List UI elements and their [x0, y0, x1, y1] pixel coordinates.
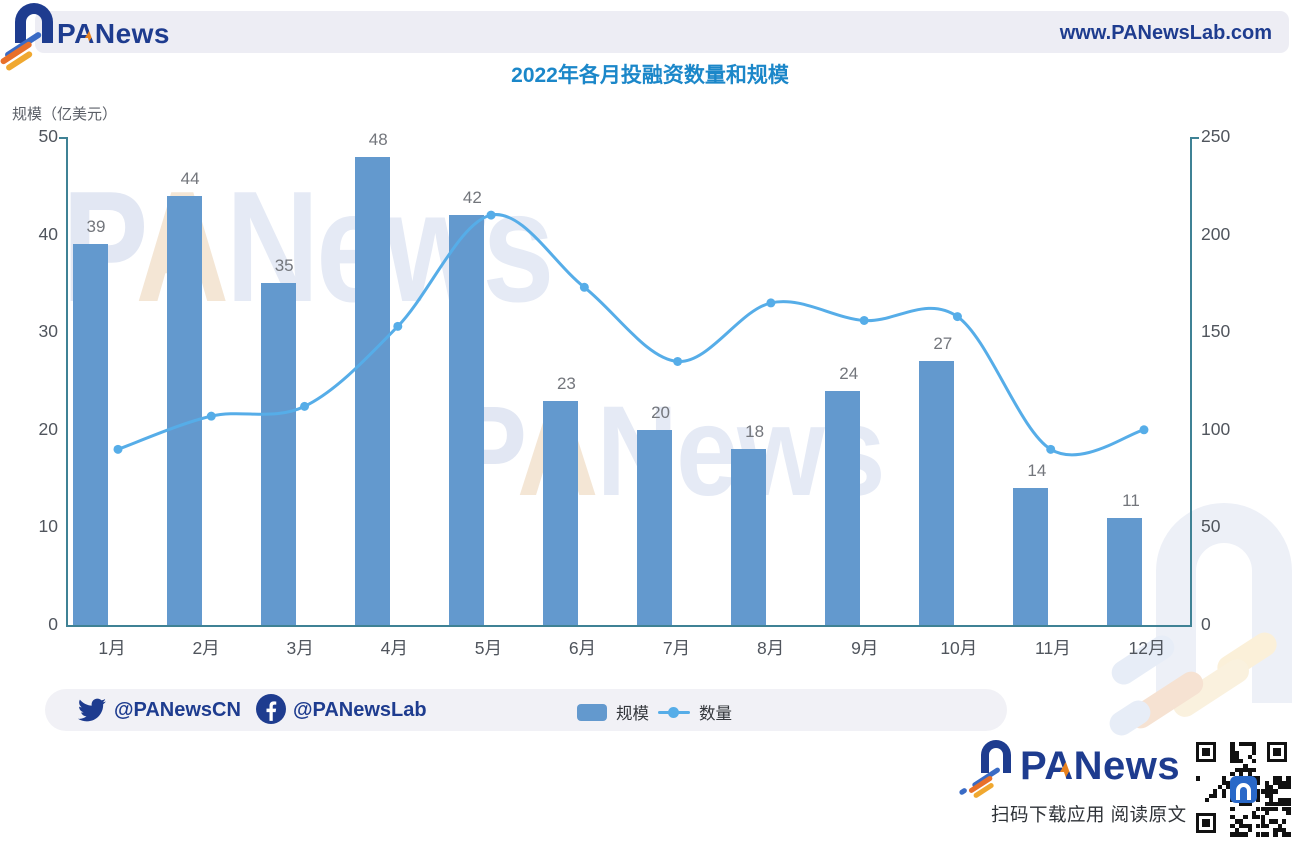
line-marker	[766, 298, 776, 308]
left-axis-tick: 40	[38, 223, 58, 244]
line-marker	[673, 356, 683, 366]
chart-title: 2022年各月投融资数量和规模	[511, 64, 789, 87]
qr-code	[1193, 739, 1294, 840]
legend-line-swatch	[658, 704, 690, 721]
bar-10月	[919, 361, 955, 625]
left-axis-tick: 30	[38, 321, 58, 342]
line-marker	[859, 315, 869, 325]
bar-value-label: 14	[1027, 461, 1047, 480]
bar-11月	[1013, 488, 1049, 625]
line-marker	[1046, 444, 1056, 454]
panews-app-icon	[1230, 776, 1257, 803]
facebook-handle: @PANewsLab	[293, 699, 427, 721]
bar-6月	[542, 401, 578, 625]
qr-caption: 扫码下载应用 阅读原文	[991, 804, 1187, 825]
bar-value-label: 44	[180, 169, 200, 188]
bar-5月	[448, 215, 484, 625]
x-axis-label: 2月	[192, 638, 220, 658]
brand-wordmark: PANews	[57, 18, 170, 49]
bar-value-label: 39	[86, 217, 106, 236]
brand-wordmark: PANews	[1020, 744, 1181, 788]
right-axis-tick: 200	[1201, 223, 1231, 244]
legend-bar-swatch	[577, 703, 607, 721]
bar-value-label: 27	[933, 334, 953, 353]
line-marker	[579, 282, 589, 292]
right-axis-tick: 100	[1201, 418, 1231, 439]
bar-2月	[166, 196, 202, 625]
line-marker	[206, 411, 216, 421]
bar-9月	[825, 391, 861, 625]
bar-value-label: 48	[368, 130, 388, 149]
line-marker	[300, 401, 310, 411]
legend-label: 数量	[699, 705, 732, 723]
x-axis-label: 9月	[851, 638, 879, 658]
footer-band	[45, 689, 1007, 731]
bar-value-label: 23	[556, 374, 576, 393]
left-axis-top-tick	[59, 137, 66, 139]
left-axis-tick: 50	[38, 126, 58, 146]
line-marker	[113, 444, 123, 454]
bar-1月	[72, 244, 108, 625]
qr-finder	[1196, 742, 1216, 762]
bar-8月	[731, 449, 767, 625]
left-axis-tick: 10	[38, 516, 58, 537]
line-marker	[486, 210, 496, 220]
right-axis-tick: 0	[1201, 614, 1211, 634]
bar-7月	[637, 430, 673, 625]
right-axis-tick: 250	[1201, 126, 1231, 146]
right-y-axis-line	[1190, 137, 1192, 626]
left-axis-tick: 0	[48, 614, 58, 634]
panews-logo-icon	[0, 1, 98, 72]
panews-logo-icon	[950, 737, 1020, 803]
x-axis-label: 10月	[940, 638, 978, 658]
qr-finder	[1196, 813, 1216, 833]
twitter-handle: @PANewsCN	[114, 699, 241, 721]
right-axis-top-tick	[1192, 137, 1199, 139]
facebook-icon	[256, 694, 286, 724]
bar-value-label: 11	[1122, 491, 1140, 510]
left-axis-title: 规模（亿美元）	[12, 106, 118, 123]
x-axis-label: 6月	[568, 638, 597, 658]
header-band	[35, 11, 1289, 53]
x-axis-label: 7月	[662, 638, 691, 658]
bar-4月	[354, 157, 390, 625]
bar-value-label: 24	[839, 364, 859, 383]
line-marker	[393, 321, 403, 331]
x-axis-label: 4月	[380, 638, 408, 658]
bar-value-label: 18	[745, 422, 765, 441]
bar-value-label: 35	[274, 256, 294, 275]
x-axis-label: 11月	[1035, 638, 1071, 658]
x-axis-label: 3月	[286, 638, 314, 658]
bar-value-label: 42	[462, 188, 482, 207]
logo-arch-icon	[981, 740, 1011, 773]
legend-label: 规模	[616, 705, 649, 723]
line-marker	[1139, 425, 1149, 435]
logo-stripe	[958, 787, 968, 796]
x-axis-label: 8月	[757, 638, 785, 658]
x-axis-line	[66, 625, 1192, 627]
logo-arch-icon	[15, 3, 53, 43]
left-y-axis-line	[66, 137, 68, 626]
line-marker	[952, 312, 962, 322]
chart-legend: 规模 数量	[577, 700, 732, 724]
left-axis-tick: 20	[38, 418, 58, 439]
bar-12月	[1107, 518, 1143, 625]
count-line	[117, 213, 1145, 457]
x-axis-label: 5月	[474, 638, 502, 658]
twitter-icon	[78, 698, 106, 722]
bar-value-label: 20	[651, 403, 670, 422]
x-axis-label: 1月	[98, 638, 126, 658]
bar-3月	[260, 283, 296, 625]
right-axis-tick: 150	[1201, 321, 1231, 342]
website-url: www.PANewsLab.com	[1059, 22, 1272, 44]
qr-finder	[1267, 742, 1287, 762]
